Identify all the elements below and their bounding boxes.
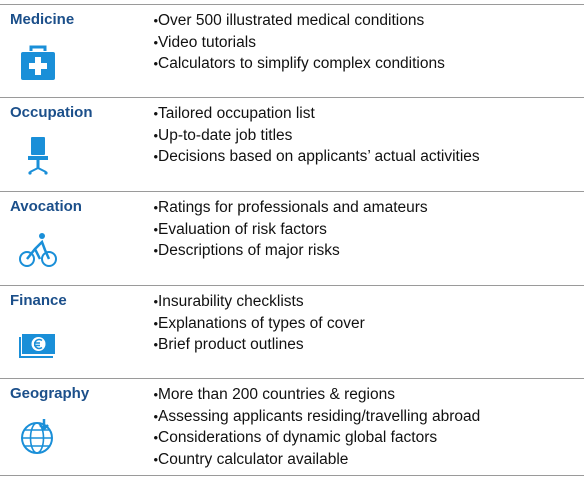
- occupation-icon: [28, 137, 48, 175]
- geography-icon: [21, 419, 53, 454]
- item: Explanations of types of cover: [158, 313, 365, 335]
- row-title: Medicine: [10, 11, 75, 28]
- item: More than 200 countries & regions: [158, 384, 480, 406]
- row-title: Geography: [10, 385, 90, 402]
- row: Avocation Ratings for professionals and …: [0, 191, 584, 285]
- item: Up-to-date job titles: [158, 125, 480, 147]
- item: Descriptions of major risks: [158, 240, 428, 262]
- row: Occupation Tailored occupation list Up-t…: [0, 97, 584, 191]
- item: Assessing applicants residing/travelling…: [158, 406, 480, 428]
- row-title: Occupation: [10, 104, 93, 121]
- item-list: Tailored occupation list Up-to-date job …: [158, 103, 480, 168]
- finance-icon: [19, 334, 55, 358]
- row: Finance Insurability checklists Explanat…: [0, 285, 584, 378]
- item-list: Ratings for professionals and amateurs E…: [158, 197, 428, 262]
- row-title: Finance: [10, 292, 67, 309]
- item: Video tutorials: [158, 32, 445, 54]
- item: Insurability checklists: [158, 291, 365, 313]
- item: Over 500 illustrated medical conditions: [158, 10, 445, 32]
- item: Calculators to simplify complex conditio…: [158, 53, 445, 75]
- row-title: Avocation: [10, 198, 82, 215]
- row: Medicine Over 500 illustrated medical co…: [0, 4, 584, 97]
- item: Country calculator available: [158, 449, 480, 471]
- item-list: Insurability checklists Explanations of …: [158, 291, 365, 356]
- row: Geography More than 200 countries & regi…: [0, 378, 584, 476]
- item: Tailored occupation list: [158, 103, 480, 125]
- item: Brief product outlines: [158, 334, 365, 356]
- item: Decisions based on applicants’ actual ac…: [158, 146, 480, 168]
- item-list: More than 200 countries & regions Assess…: [158, 384, 480, 470]
- item: Evaluation of risk factors: [158, 219, 428, 241]
- medicine-icon: [21, 45, 55, 80]
- avocation-icon: [19, 233, 57, 267]
- item: Considerations of dynamic global factors: [158, 427, 480, 449]
- item-list: Over 500 illustrated medical conditions …: [158, 10, 445, 75]
- item: Ratings for professionals and amateurs: [158, 197, 428, 219]
